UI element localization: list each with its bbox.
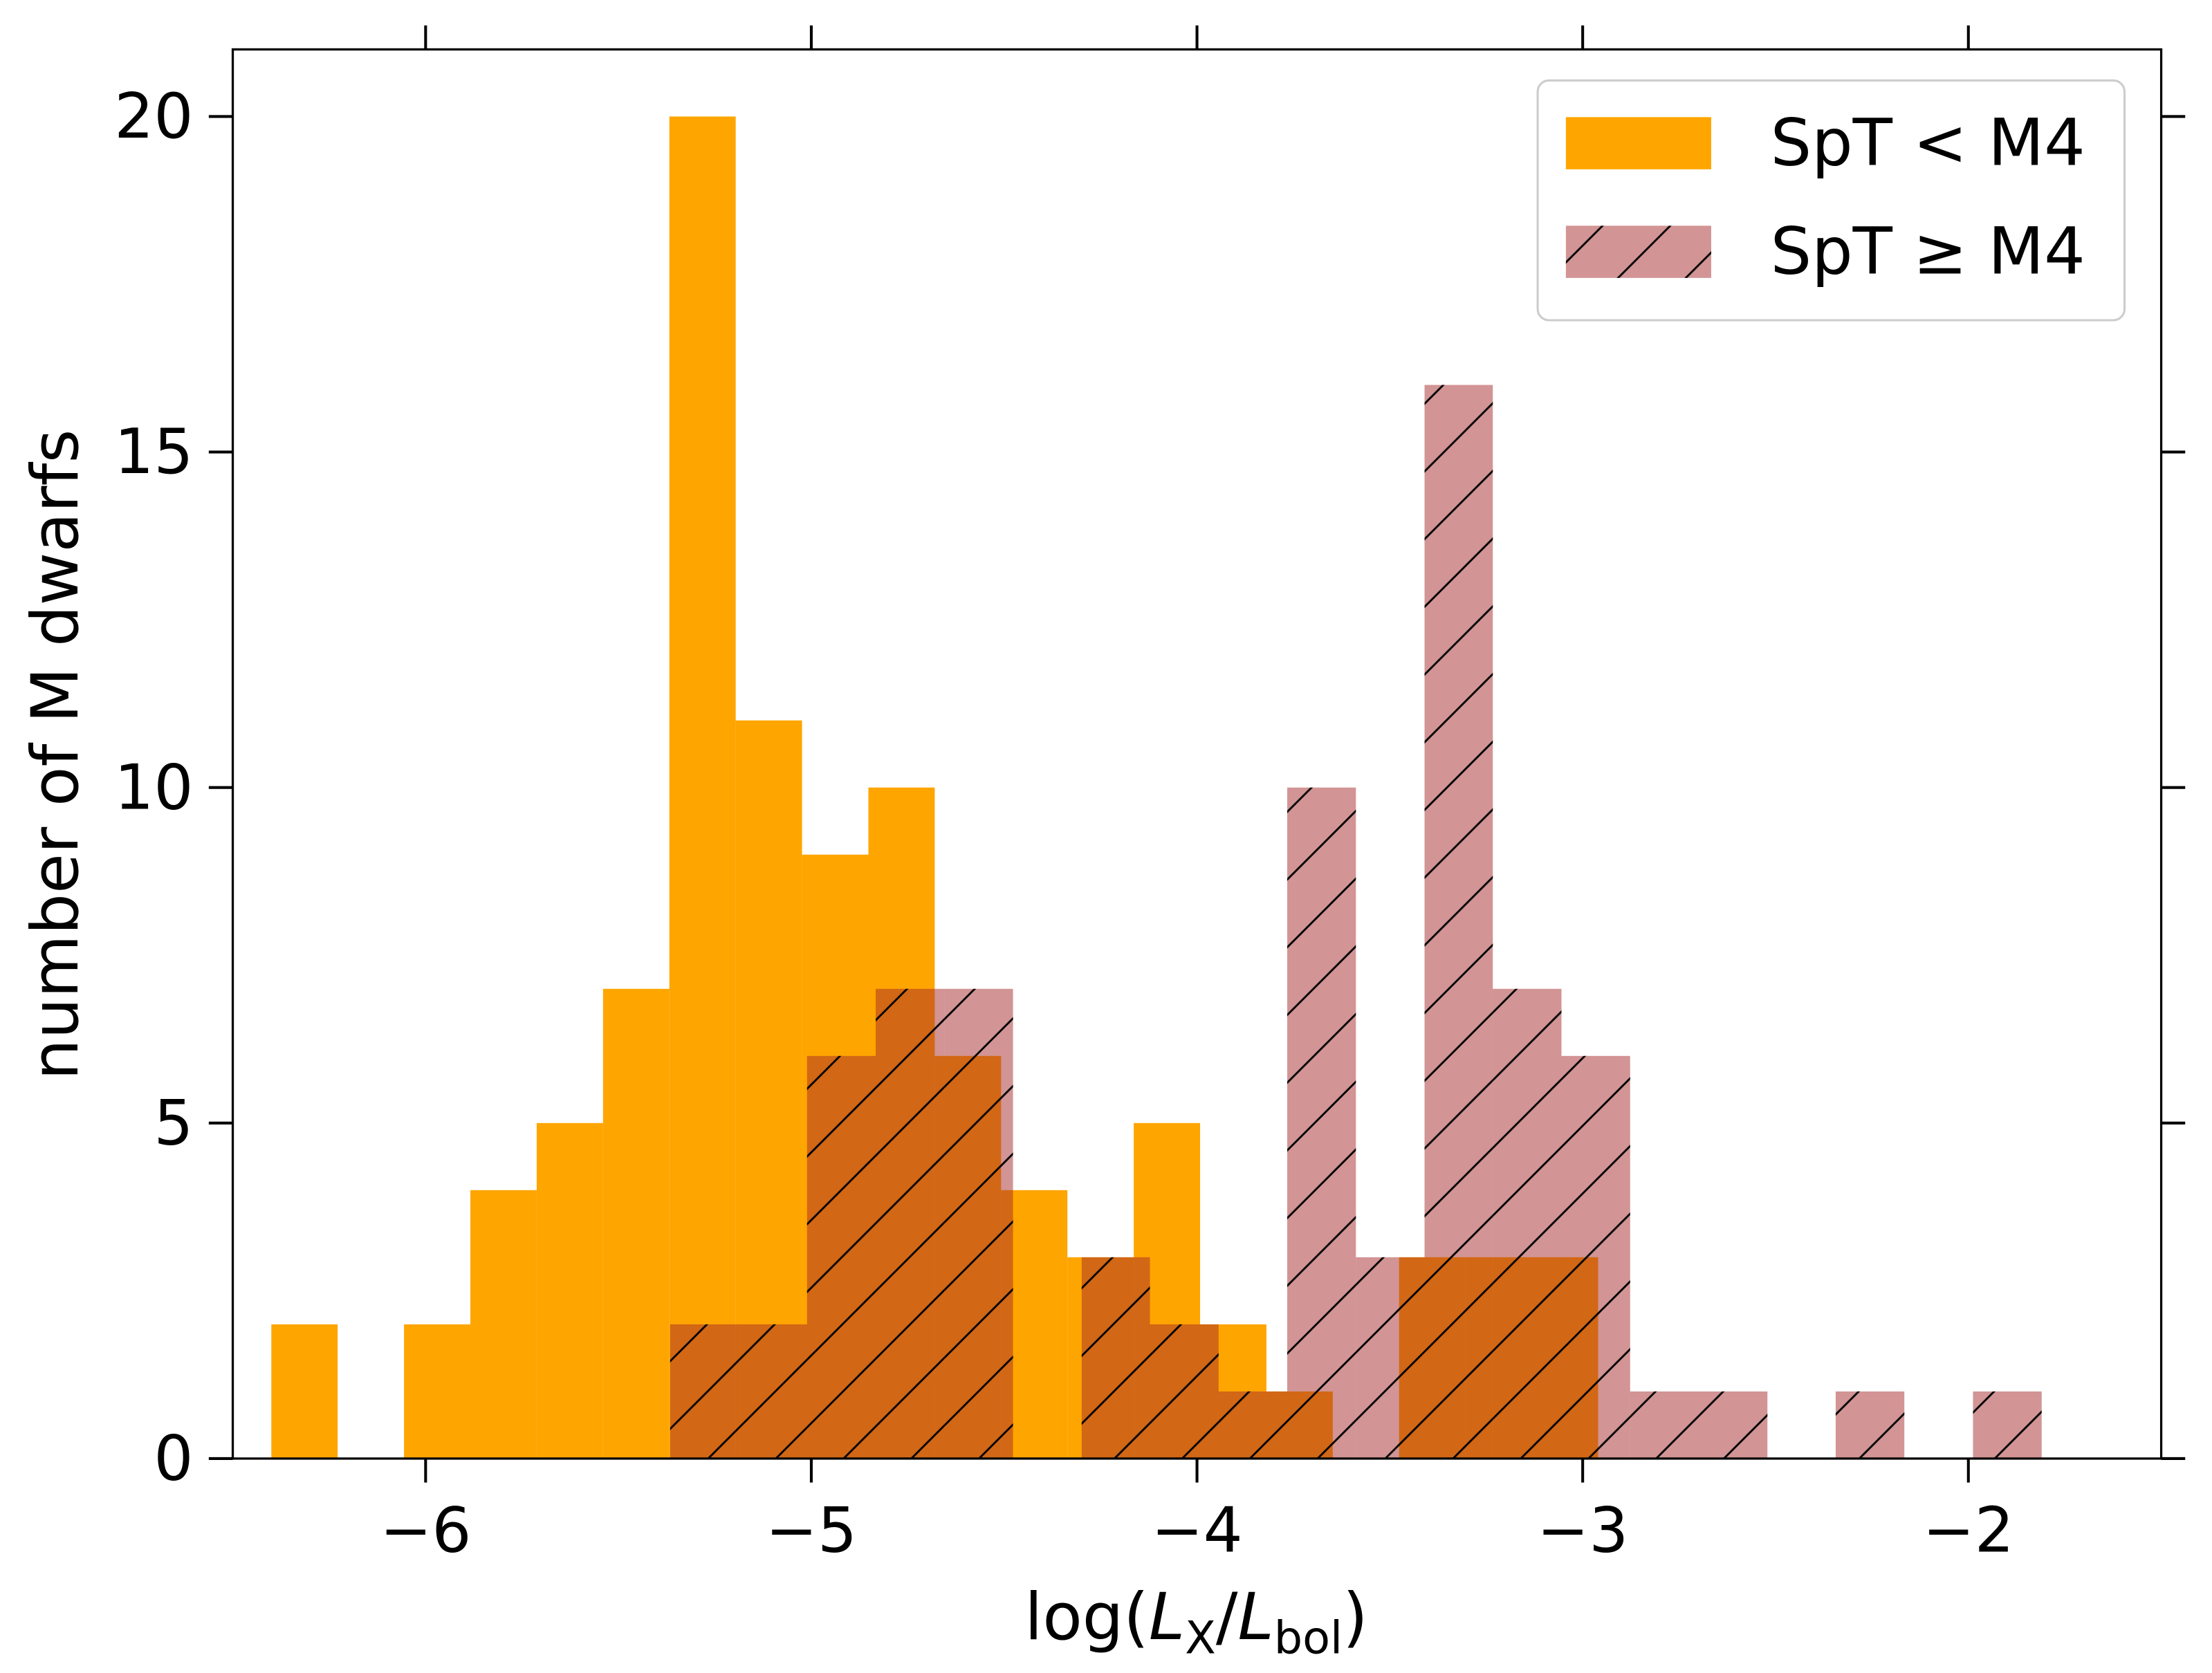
x-label-part: ) (1343, 1580, 1368, 1655)
histogram-bar (536, 1122, 603, 1459)
histogram-bar (271, 1324, 338, 1459)
bar-hatch (1561, 1055, 1630, 1459)
x-tick-label: −3 (1537, 1495, 1628, 1567)
bar-hatch (807, 1055, 876, 1459)
bar-hatch (1081, 1257, 1150, 1459)
bar-hatch (876, 988, 945, 1459)
bar-hatch (670, 1324, 739, 1459)
x-tick-label: −5 (766, 1495, 857, 1567)
histogram-bar (470, 1190, 537, 1459)
y-tick-label: 10 (114, 752, 193, 824)
histogram-bar (669, 116, 736, 1459)
x-tick-label: −4 (1151, 1495, 1242, 1567)
x-label-part: bol (1274, 1611, 1343, 1664)
x-label-part: L (1149, 1580, 1185, 1655)
y-tick-label: 15 (114, 416, 193, 488)
bar-hatch (1630, 1391, 1699, 1459)
bar-hatch (944, 988, 1013, 1459)
bar-hatch (739, 1324, 807, 1459)
bar-hatch (1424, 385, 1493, 1459)
legend-label: SpT < M4 (1771, 106, 2085, 181)
x-label-part: / (1216, 1580, 1238, 1655)
bar-hatch (1493, 988, 1562, 1459)
bar-hatch (1218, 1391, 1288, 1459)
x-label-part: X (1185, 1611, 1216, 1664)
legend-label: SpT ≥ M4 (1771, 214, 2085, 290)
bar-hatch (1835, 1391, 1905, 1459)
histogram-bar (404, 1324, 471, 1459)
y-axis-label: number of M dwarfs (18, 429, 93, 1080)
x-axis-label: log(LX/Lbol) (1024, 1580, 1368, 1664)
plot-area (271, 116, 2042, 1459)
y-tick-label: 0 (154, 1423, 193, 1495)
histogram-bar (602, 988, 670, 1459)
legend-swatch (1565, 117, 1711, 169)
legend: SpT < M4 SpT ≥ M4 (1536, 79, 2126, 322)
bar-hatch (1699, 1391, 1768, 1459)
bar-hatch (1356, 1257, 1425, 1459)
x-tick-label: −2 (1923, 1495, 2014, 1567)
bar-hatch (1973, 1391, 2042, 1459)
y-tick-label: 5 (154, 1087, 193, 1159)
y-tick-label: 20 (114, 81, 193, 153)
bar-hatch (1150, 1324, 1219, 1459)
x-tick-label: −6 (380, 1495, 471, 1567)
legend-hatch (1565, 225, 1711, 278)
x-label-part: log( (1024, 1580, 1149, 1655)
bar-hatch (1287, 787, 1356, 1459)
x-label-part: L (1237, 1580, 1273, 1655)
